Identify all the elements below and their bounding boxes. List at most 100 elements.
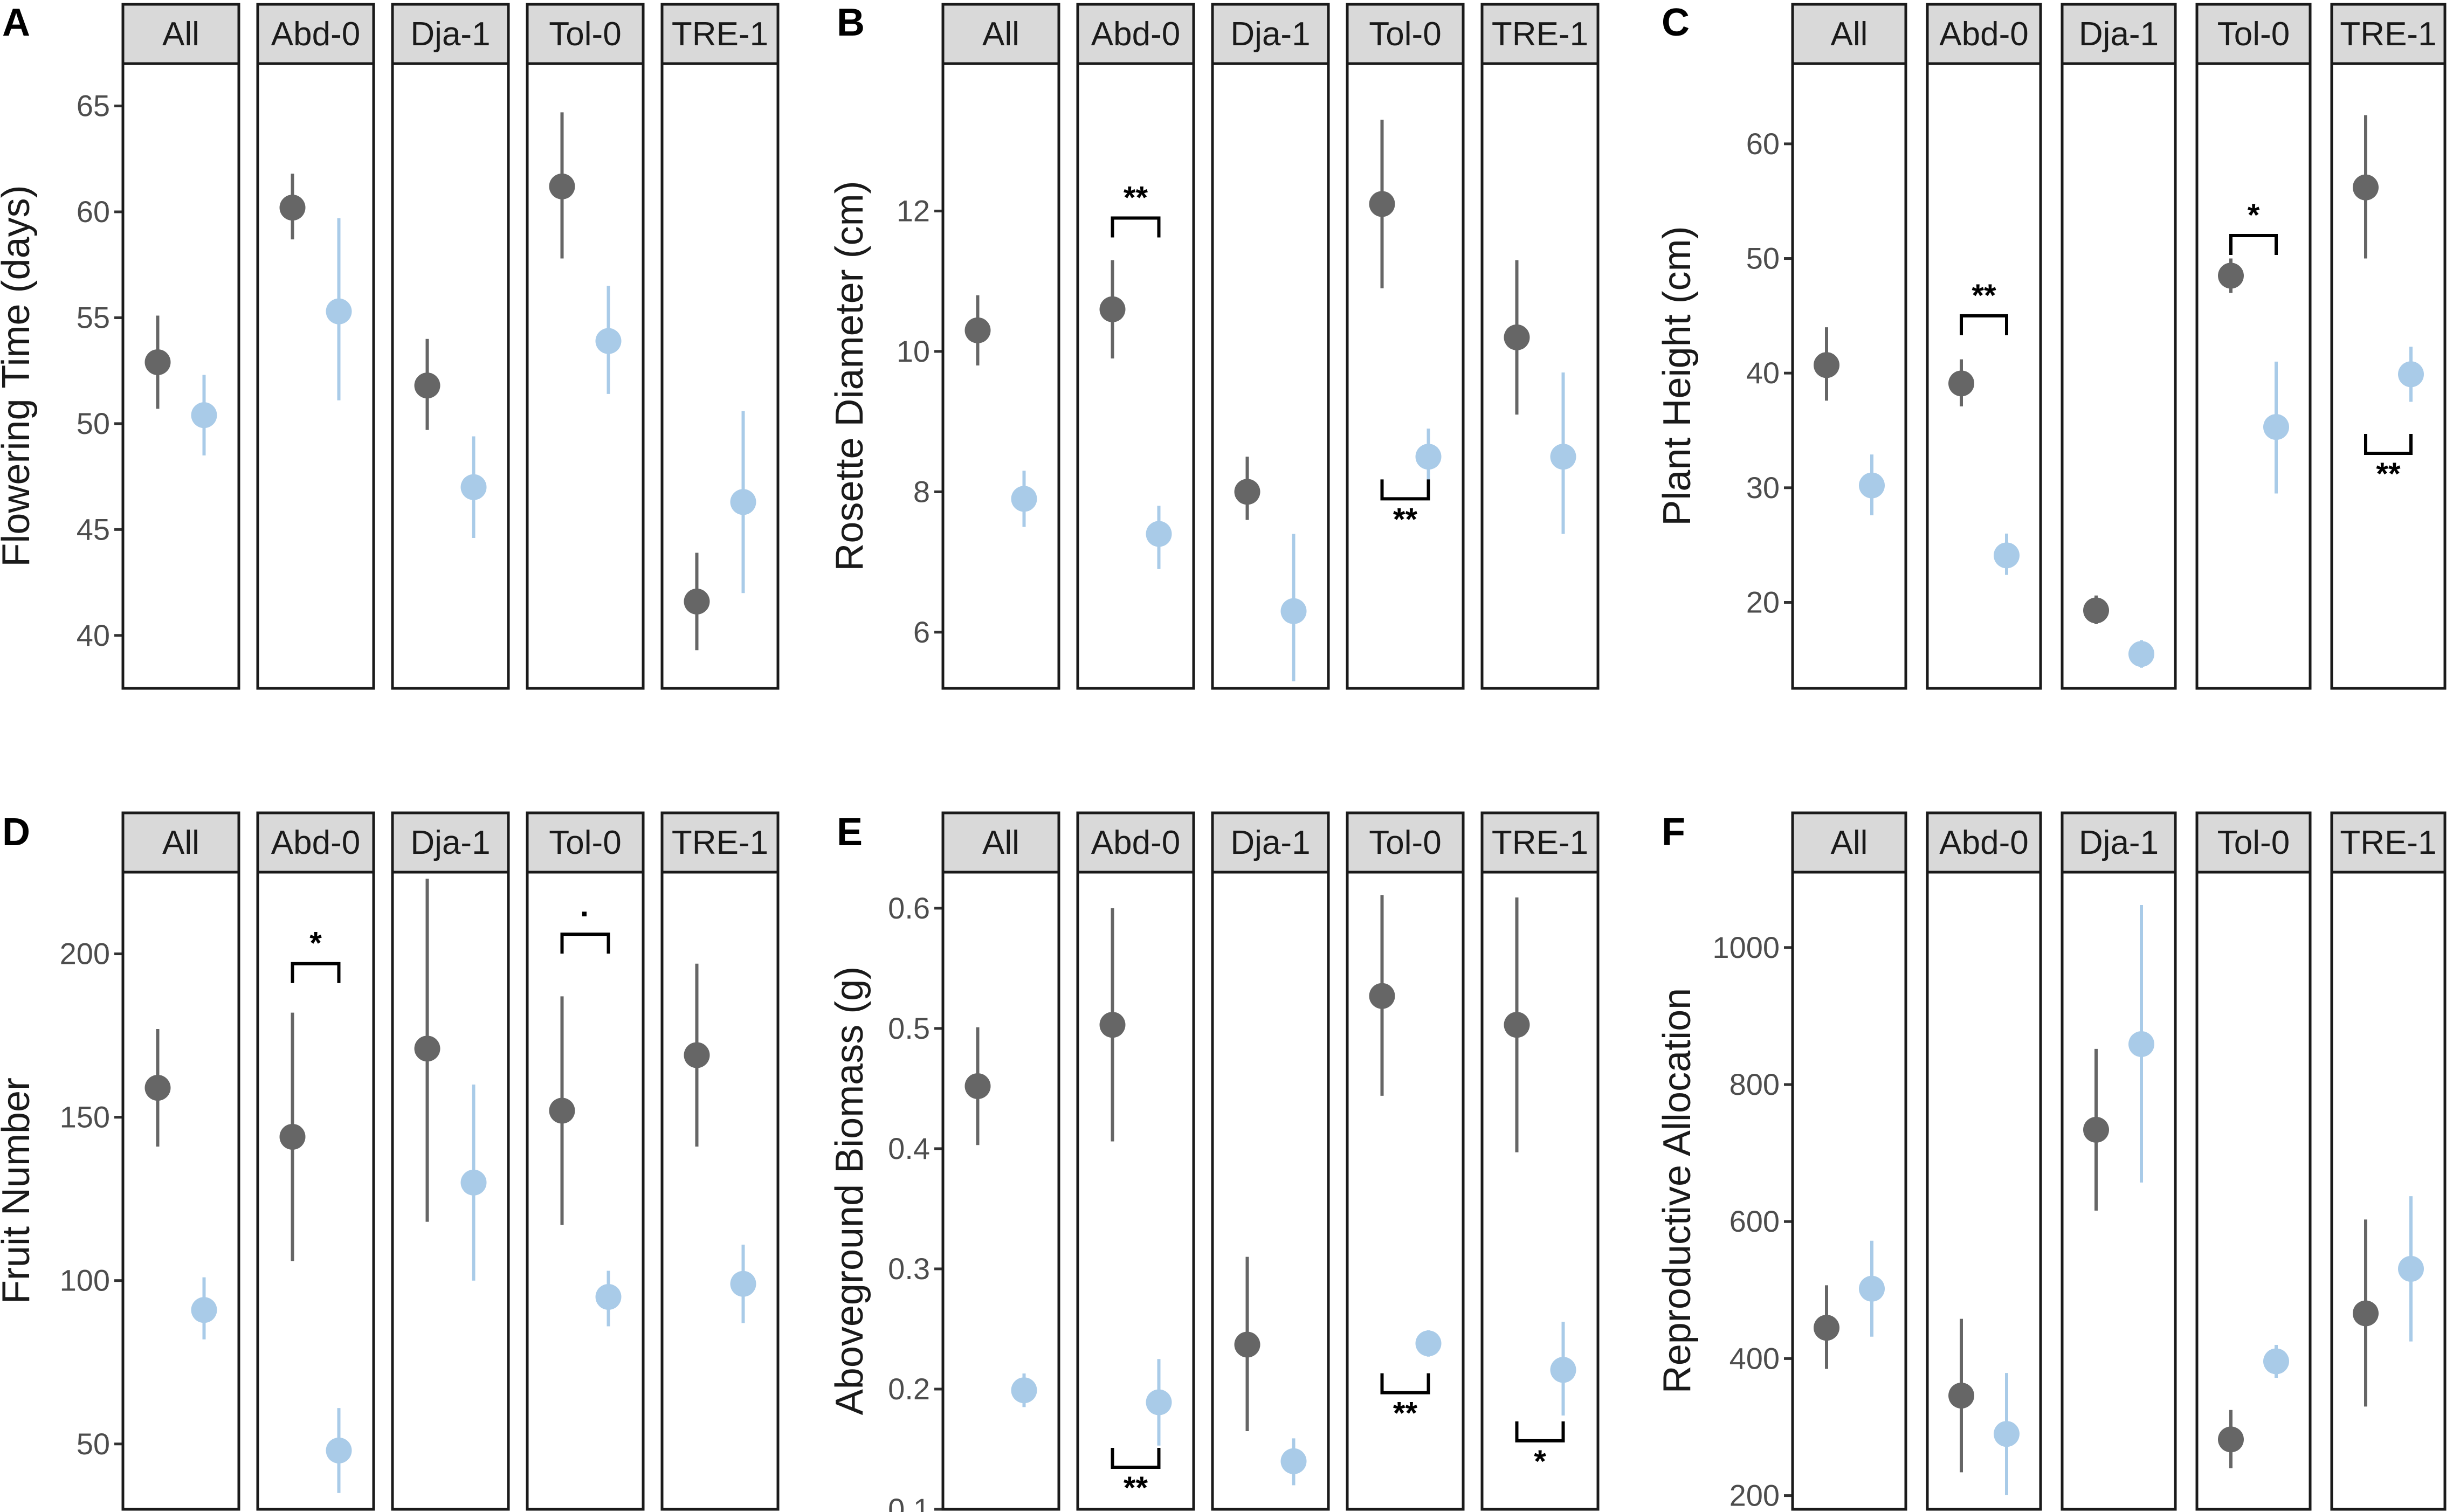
facet-strip bbox=[941, 811, 1060, 874]
control-point bbox=[549, 1097, 575, 1124]
facet-label: Abd-0 bbox=[1091, 16, 1180, 53]
facet-panel bbox=[2061, 871, 2177, 1511]
y-tick-label: 0.4 bbox=[888, 1131, 930, 1165]
control-point bbox=[549, 173, 575, 199]
y-tick-label: 800 bbox=[1729, 1067, 1780, 1101]
y-tick-label: 0.2 bbox=[888, 1372, 930, 1406]
facet-panel bbox=[1791, 62, 1907, 690]
facet-panel bbox=[391, 62, 510, 690]
treatment-point bbox=[1994, 542, 2020, 569]
significance-label: ** bbox=[1393, 502, 1418, 537]
facet-tre-1: TRE-1 bbox=[2330, 811, 2447, 1511]
significance-label: · bbox=[580, 896, 590, 931]
facet-panel bbox=[1076, 871, 1195, 1511]
significance-bracket bbox=[1515, 1421, 1565, 1442]
facet-strip bbox=[526, 3, 645, 65]
facet-tol-0: Tol-0 ** bbox=[1346, 3, 1465, 690]
y-tick-label: 50 bbox=[77, 406, 110, 440]
treatment-point bbox=[2263, 414, 2289, 440]
facet-label: TRE-1 bbox=[1492, 824, 1588, 861]
y-tick-label: 12 bbox=[897, 194, 930, 227]
facet-panel bbox=[121, 62, 240, 690]
facet-strip bbox=[1791, 811, 1907, 874]
facet-label: Tol-0 bbox=[2217, 824, 2290, 861]
treatment-point bbox=[595, 1284, 622, 1310]
facet-strip bbox=[1346, 3, 1465, 65]
facet-abd-0: Abd-0 ** bbox=[1076, 3, 1195, 690]
facet-tol-0: Tol-0 ** bbox=[1346, 811, 1465, 1511]
control-point bbox=[2083, 597, 2109, 624]
control-point bbox=[1369, 191, 1395, 217]
facet-panel bbox=[1211, 871, 1330, 1511]
treatment-point bbox=[595, 328, 622, 354]
control-point bbox=[1504, 324, 1530, 350]
facet-label: All bbox=[982, 16, 1019, 53]
facet-label: TRE-1 bbox=[1492, 16, 1588, 53]
y-tick-label: 1000 bbox=[1712, 930, 1780, 964]
treatment-point bbox=[1550, 444, 1576, 470]
significance-label: * bbox=[2248, 198, 2260, 233]
y-tick-label: 0.1 bbox=[888, 1492, 930, 1512]
facet-dja-1: Dja-1 bbox=[391, 811, 510, 1511]
y-tick-label: 200 bbox=[1729, 1479, 1780, 1512]
facet-label: TRE-1 bbox=[672, 16, 768, 53]
significance-bracket bbox=[1111, 1447, 1161, 1469]
facet-strip bbox=[2330, 811, 2447, 874]
treatment-point bbox=[2128, 641, 2154, 667]
treatment-point bbox=[1415, 444, 1442, 470]
y-tick-label: 200 bbox=[60, 937, 110, 971]
facet-label: Abd-0 bbox=[271, 824, 360, 861]
control-point bbox=[1234, 479, 1260, 505]
y-axis-title: Reproductive Allocation bbox=[1656, 988, 1699, 1393]
facet-tre-1: TRE-1 * bbox=[1480, 811, 1600, 1511]
facet-panel bbox=[1076, 62, 1195, 690]
facet-strip bbox=[1211, 811, 1330, 874]
control-point bbox=[1504, 1012, 1530, 1038]
y-tick-label: 50 bbox=[1746, 241, 1780, 275]
y-axis-title: Plant Height (cm) bbox=[1656, 226, 1699, 526]
facet-panel bbox=[660, 62, 780, 690]
facet-panel bbox=[256, 871, 375, 1511]
y-tick-label: 60 bbox=[77, 195, 110, 229]
panel-letter: A bbox=[2, 1, 30, 44]
y-tick-label: 400 bbox=[1729, 1341, 1780, 1375]
facet-panel bbox=[391, 871, 510, 1511]
control-point bbox=[2218, 1426, 2244, 1453]
facet-dja-1: Dja-1 bbox=[391, 3, 510, 690]
significance-bracket bbox=[1960, 314, 2008, 335]
control-point bbox=[684, 1042, 710, 1068]
panel-letter: B bbox=[837, 1, 865, 44]
treatment-point bbox=[2263, 1348, 2289, 1375]
control-point bbox=[279, 1123, 306, 1150]
control-point bbox=[2353, 1300, 2379, 1327]
control-point bbox=[414, 372, 440, 399]
facet-label: All bbox=[162, 824, 199, 861]
facet-label: Tol-0 bbox=[2217, 16, 2290, 53]
facet-label: TRE-1 bbox=[2340, 16, 2436, 53]
facet-abd-0: Abd-0 bbox=[1926, 811, 2042, 1511]
facet-panel bbox=[256, 62, 375, 690]
y-axis-title: Flowering Time (days) bbox=[0, 185, 38, 567]
facet-strip bbox=[1791, 3, 1907, 65]
facet-panel bbox=[2330, 871, 2447, 1511]
facet-label: Dja-1 bbox=[1230, 824, 1310, 861]
facet-dja-1: Dja-1 bbox=[2061, 811, 2177, 1511]
facet-panel bbox=[121, 871, 240, 1511]
y-tick-label: 40 bbox=[77, 618, 110, 652]
significance-label: ** bbox=[1393, 1396, 1418, 1431]
facet-panel bbox=[941, 871, 1060, 1511]
y-tick-label: 8 bbox=[913, 474, 930, 508]
control-point bbox=[1099, 296, 1126, 322]
significance-bracket bbox=[560, 933, 610, 954]
facet-label: TRE-1 bbox=[672, 824, 768, 861]
significance-bracket bbox=[291, 962, 341, 983]
control-point bbox=[2353, 174, 2379, 201]
y-tick-label: 55 bbox=[77, 300, 110, 334]
y-tick-label: 30 bbox=[1746, 471, 1780, 505]
facet-panel bbox=[1346, 62, 1465, 690]
facet-dja-1: Dja-1 bbox=[1211, 811, 1330, 1511]
y-tick-label: 0.5 bbox=[888, 1011, 930, 1045]
facet-label: All bbox=[982, 824, 1019, 861]
significance-label: ** bbox=[1972, 278, 1996, 313]
